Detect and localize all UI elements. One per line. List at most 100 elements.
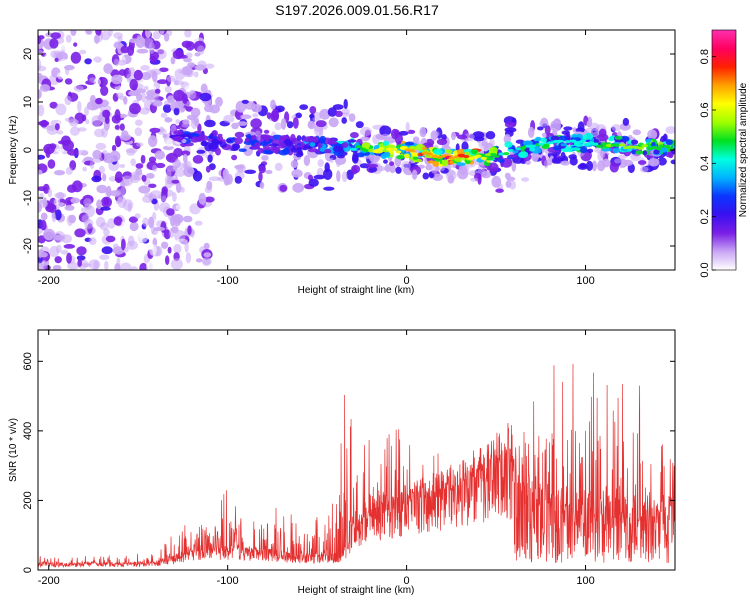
heatmap-cell: [133, 69, 143, 81]
heatmap-cell: [616, 139, 624, 143]
heatmap-cell: [178, 193, 191, 204]
heatmap-cell: [132, 55, 142, 61]
heatmap-cell: [190, 136, 200, 143]
heatmap-cell: [92, 156, 103, 163]
heatmap-cell: [152, 31, 161, 40]
heatmap-cell: [259, 181, 265, 189]
heatmap-cell: [118, 95, 127, 101]
heatmap-cell: [463, 148, 473, 154]
heatmap-cell: [174, 158, 180, 169]
heatmap-cell: [383, 159, 388, 164]
heatmap-cell: [52, 264, 62, 270]
heatmap-cell: [77, 258, 82, 267]
heatmap-cell: [347, 139, 357, 143]
heatmap-cell: [403, 153, 410, 159]
heatmap-cell: [91, 115, 102, 127]
heatmap-cell: [484, 153, 492, 157]
heatmap-cell: [637, 160, 647, 165]
heatmap-cell: [535, 136, 542, 141]
heatmap-cell: [383, 151, 391, 158]
heatmap-cell: [194, 220, 203, 226]
heatmap-cell: [118, 69, 127, 76]
heatmap-y-ticks: -20 -10 0 10 20: [22, 48, 675, 254]
heatmap-cell: [286, 121, 294, 129]
heatmap-cell: [577, 121, 585, 133]
heatmap-cell: [350, 132, 359, 139]
heatmap-cell: [148, 216, 155, 229]
heatmap-cell: [307, 120, 313, 129]
heatmap-cell: [54, 209, 62, 221]
heatmap-cell: [309, 106, 317, 114]
heatmap-cell: [117, 197, 123, 203]
heatmap-cell: [529, 144, 536, 148]
heatmap-cell: [272, 146, 279, 151]
heatmap-cell: [279, 184, 288, 192]
heatmap-cell: [87, 30, 93, 35]
heatmap-cell: [154, 88, 161, 94]
heatmap-cell: [38, 186, 48, 192]
heatmap-cell: [608, 136, 614, 142]
heatmap-cell: [333, 150, 343, 157]
heatmap-cell: [95, 142, 107, 150]
heatmap-cell: [103, 63, 113, 74]
heatmap-cell: [44, 53, 49, 65]
heatmap-cell: [124, 247, 129, 253]
heatmap-cell: [598, 128, 607, 138]
heatmap-cell: [89, 160, 95, 170]
heatmap-cell: [481, 170, 492, 179]
heatmap-cell: [234, 137, 244, 145]
heatmap-cell: [100, 206, 111, 211]
colorbar: 0.0 0.2 0.4 0.6 0.8 Normalized spectral ampl…: [699, 29, 749, 278]
heatmap-cell: [40, 212, 48, 221]
heatmap-cell: [274, 162, 283, 171]
heatmap-cell: [166, 208, 175, 216]
heatmap-cell: [422, 146, 427, 151]
heatmap-cell: [165, 139, 173, 148]
x-tick-label: 100: [576, 575, 594, 587]
heatmap-cell: [206, 180, 213, 191]
heatmap-cell: [360, 126, 372, 137]
heatmap-cell: [504, 121, 517, 128]
heatmap-cell: [341, 117, 348, 124]
heatmap-cell: [142, 217, 149, 227]
heatmap-cell: [64, 66, 70, 76]
heatmap-cell: [389, 163, 396, 174]
heatmap-cell: [360, 136, 370, 142]
heatmap-cell: [355, 121, 364, 129]
heatmap-cell: [64, 78, 73, 85]
heatmap-cell: [81, 150, 89, 156]
heatmap-cell: [511, 160, 517, 172]
heatmap-cell: [91, 175, 102, 183]
heatmap-cell: [327, 107, 338, 117]
heatmap-cell: [59, 221, 69, 228]
heatmap-cell: [204, 63, 215, 69]
heatmap-cell: [632, 129, 641, 136]
heatmap-cell: [173, 243, 182, 254]
heatmap-cell: [522, 140, 533, 146]
heatmap-cell: [137, 231, 149, 243]
heatmap-cell: [63, 244, 76, 249]
heatmap-cell: [457, 134, 468, 140]
colorbar-tick-label: 0.0: [699, 262, 711, 277]
heatmap-cell: [93, 78, 101, 87]
heatmap-cell: [185, 52, 193, 59]
heatmap-cell: [234, 131, 245, 138]
heatmap-cell: [183, 153, 188, 164]
heatmap-cell: [350, 147, 357, 151]
heatmap-cell: [405, 121, 410, 133]
heatmap-cell: [166, 169, 172, 179]
heatmap-cell: [77, 101, 82, 113]
heatmap-cell: [308, 178, 319, 187]
heatmap-cell: [51, 212, 57, 223]
heatmap-cell: [266, 112, 272, 119]
heatmap-cell: [125, 147, 138, 154]
heatmap-cell: [94, 34, 100, 44]
x-tick-label: 100: [576, 275, 594, 287]
heatmap-cell: [470, 177, 479, 182]
heatmap-cell: [456, 162, 466, 167]
heatmap-cell: [412, 156, 419, 160]
heatmap-cell: [84, 218, 94, 229]
heatmap-cell: [609, 161, 619, 173]
heatmap-cell: [215, 147, 221, 156]
